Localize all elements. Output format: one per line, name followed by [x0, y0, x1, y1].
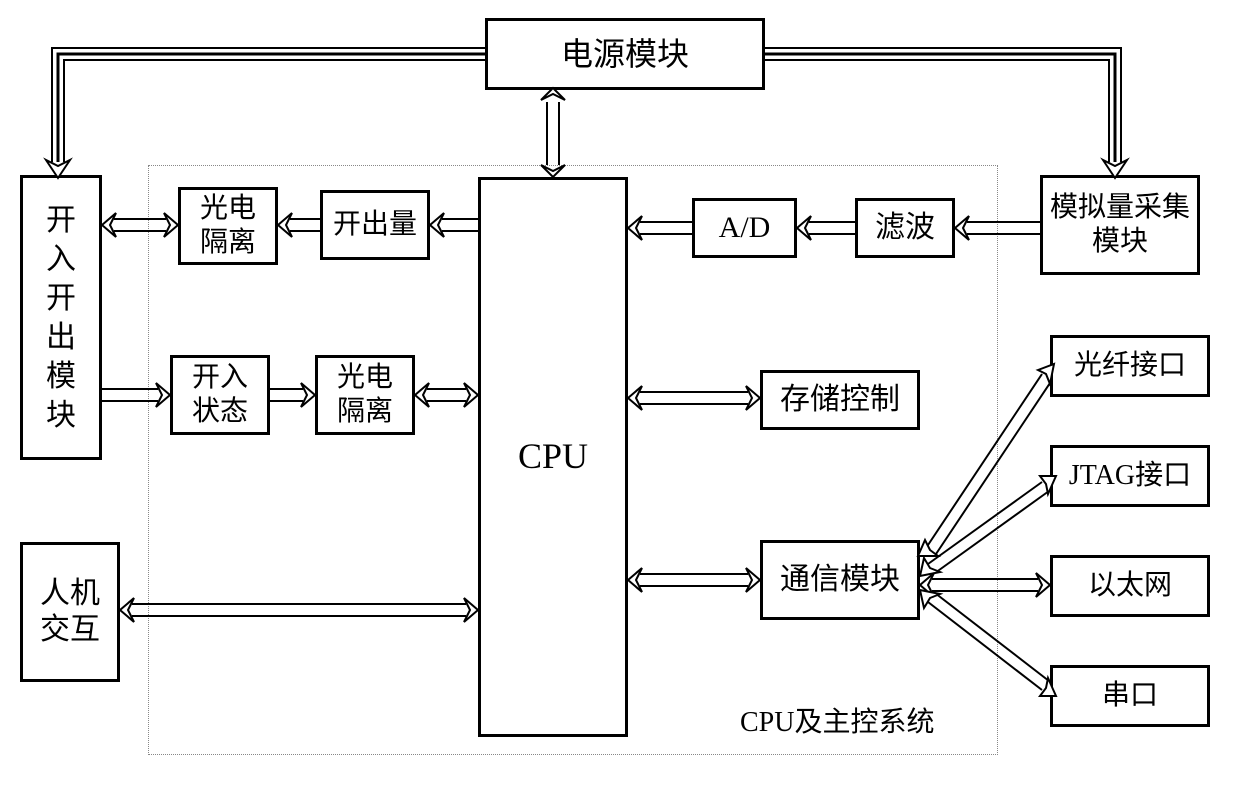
arrow-hmi-cpu: [120, 598, 478, 622]
arrow-opto2-cpu: [415, 383, 478, 407]
arrow-power-cpu: [541, 88, 565, 177]
arrow-output-opto1: [278, 213, 320, 237]
arrow-power-analog: [765, 48, 1127, 178]
arrow-io-input-status: [102, 383, 170, 407]
arrow-cpu-output: [430, 213, 478, 237]
arrow-opto1-io: [102, 213, 178, 237]
arrow-comm-fiber: [918, 364, 1054, 556]
arrow-ad-cpu: [628, 216, 692, 240]
arrow-power-io: [46, 48, 485, 178]
arrow-cpu-storage: [628, 386, 760, 410]
arrow-analog-filter: [955, 216, 1040, 240]
arrow-comm-serial: [920, 590, 1056, 696]
arrow-input-opto2: [270, 383, 315, 407]
arrow-cpu-comm: [628, 568, 760, 592]
arrows-layer: [0, 0, 1239, 787]
arrow-filter-ad: [797, 216, 855, 240]
